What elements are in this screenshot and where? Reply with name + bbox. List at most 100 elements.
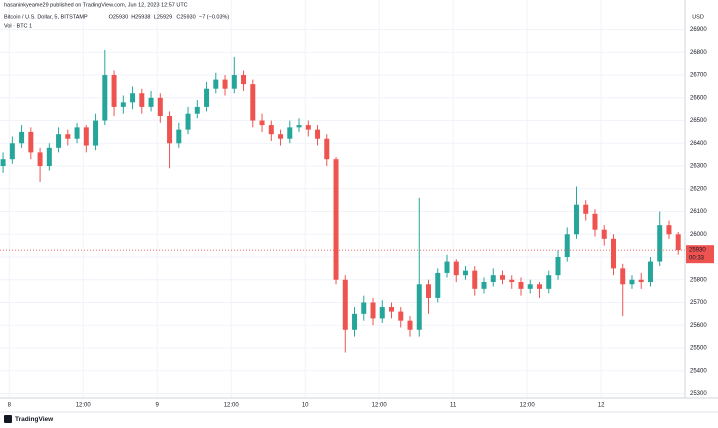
candle-body xyxy=(573,204,579,235)
candle-body xyxy=(120,102,126,107)
y-tick-label: 26200 xyxy=(690,186,707,192)
candle-body xyxy=(444,261,450,273)
candle-body xyxy=(370,302,376,319)
candle-body xyxy=(204,88,210,107)
y-tick-label: 26600 xyxy=(690,95,707,101)
x-tick-label: 8 xyxy=(8,403,12,409)
attribution: hasaninkyeame29 published on TradingView… xyxy=(4,2,188,8)
candle-body xyxy=(518,282,524,289)
candle-body xyxy=(194,106,200,114)
candle-body xyxy=(231,75,237,89)
candle-body xyxy=(139,93,145,107)
candle-body xyxy=(583,204,589,214)
candle-body xyxy=(46,147,52,167)
candle-body xyxy=(342,279,348,330)
ohlc-value: L25929 xyxy=(154,14,172,20)
footer: TradingView xyxy=(4,415,54,423)
candle-body xyxy=(527,284,533,289)
currency: USD xyxy=(692,14,704,20)
x-tick-label: 12:00 xyxy=(224,403,240,409)
volume-label: Vol · BTC 1 xyxy=(4,23,32,29)
candle-body xyxy=(250,84,256,121)
candle-body xyxy=(287,127,293,139)
y-tick-label: 26500 xyxy=(690,118,707,124)
candle-body xyxy=(111,75,117,107)
candle-body xyxy=(629,279,635,285)
candle-body xyxy=(241,75,247,85)
axes xyxy=(0,0,718,413)
candle-body xyxy=(555,256,561,276)
candle-body xyxy=(185,113,191,130)
y-tick-label: 26400 xyxy=(690,141,707,147)
candle-body xyxy=(564,234,570,257)
brand-logo xyxy=(4,415,12,423)
last-price-label: 25930 xyxy=(689,248,706,254)
x-tick-label: 12:00 xyxy=(76,403,92,409)
candle-body xyxy=(610,238,616,269)
candle-body xyxy=(65,134,71,139)
countdown: 00:33 xyxy=(689,256,705,262)
candle-body xyxy=(315,129,321,139)
y-tick-label: 26700 xyxy=(690,73,707,79)
candle-body xyxy=(268,125,274,135)
candle-body xyxy=(37,152,43,167)
candle-body xyxy=(176,129,182,144)
x-tick-label: 11 xyxy=(450,403,457,409)
candle-body xyxy=(305,125,311,130)
candle-body xyxy=(74,127,80,139)
header: hasaninkyeame29 published on TradingView… xyxy=(4,2,704,29)
y-tick-label: 25600 xyxy=(690,323,707,329)
candle-body xyxy=(157,97,163,116)
candle-body xyxy=(536,284,542,289)
candle-body xyxy=(426,284,432,298)
y-tick-label: 25300 xyxy=(690,391,707,397)
candle-body xyxy=(296,125,302,128)
candle-body xyxy=(324,138,330,160)
candle-body xyxy=(620,268,626,285)
candle-body xyxy=(490,275,496,283)
candle-body xyxy=(675,234,681,251)
symbol: Bitcoin / U.S. Dollar, 5, BITSTAMP xyxy=(4,14,88,20)
last-price-tag xyxy=(686,245,714,264)
candle-body xyxy=(546,275,552,289)
candle-body xyxy=(601,229,607,239)
candle-body xyxy=(638,279,644,283)
y-tick-label: 26000 xyxy=(690,232,707,238)
candle-body xyxy=(93,120,99,146)
y-tick-label: 26800 xyxy=(690,50,707,56)
y-tick-label: 26100 xyxy=(690,209,707,215)
candle-body xyxy=(0,159,6,167)
candle-body xyxy=(592,213,598,230)
candle-body xyxy=(379,307,385,319)
ohlc-value: H25938 xyxy=(131,14,150,20)
candle-body xyxy=(472,270,478,289)
ohlc-value: O25930 xyxy=(109,14,129,20)
y-tick-label: 26900 xyxy=(690,27,707,33)
candle-body xyxy=(407,320,413,330)
candle-body xyxy=(352,313,358,330)
x-tick-label: 10 xyxy=(302,403,309,409)
candle-body xyxy=(453,261,459,276)
candle-body xyxy=(657,225,663,262)
candle-body xyxy=(647,261,653,283)
candle-body xyxy=(416,284,422,330)
x-tick-label: 12:00 xyxy=(372,403,388,409)
y-tick-label: 25700 xyxy=(690,300,707,306)
candle-body xyxy=(398,311,404,321)
x-tick-label: 12:00 xyxy=(520,403,536,409)
brand: TradingView xyxy=(15,416,54,423)
candle-body xyxy=(333,159,339,280)
candle-body xyxy=(278,134,284,139)
candles xyxy=(0,50,685,353)
ohlc-value: −7 (−0.03%) xyxy=(199,14,229,20)
candle-body xyxy=(167,115,173,144)
y-tick-label: 25500 xyxy=(690,346,707,352)
candle-body xyxy=(83,127,89,146)
candle-body xyxy=(499,275,505,280)
candle-body xyxy=(435,272,441,298)
candle-body xyxy=(481,282,487,289)
candle-body xyxy=(56,134,62,148)
y-tick-label: 25800 xyxy=(690,277,707,283)
